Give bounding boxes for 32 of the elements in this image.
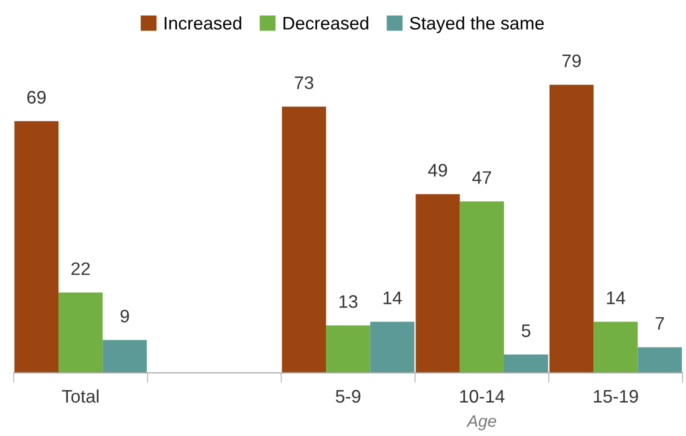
bar [58,292,103,373]
data-label: 69 [27,90,46,104]
data-label: 79 [562,54,581,68]
legend-label: Decreased [284,16,368,30]
bar [416,194,460,373]
bar [14,121,59,373]
data-label: 14 [607,292,626,304]
data-label: 14 [384,292,402,304]
data-label: 7 [656,317,664,330]
data-label: 22 [71,262,90,275]
legend-label: Stayed the same [410,16,544,34]
bar [638,347,682,373]
x-tick-label: Total [62,389,98,403]
legend-label: Increased [164,16,242,30]
bar [102,340,147,373]
data-label: 5 [522,324,530,338]
bar [370,322,414,373]
data-label: 73 [294,76,314,90]
bar [549,84,594,373]
x-tick-label: 15-19 [594,390,638,403]
x-tick-label: 5-9 [336,390,360,403]
data-label: 13 [339,295,358,308]
bar [282,106,326,373]
data-label: 9 [120,310,129,323]
x-axis-title: Age [466,415,496,430]
bar [460,201,504,373]
bar [594,322,638,373]
data-label: 47 [472,171,492,184]
bar [504,354,548,373]
x-tick-label: 10-14 [460,390,504,403]
bar [326,325,370,373]
data-label: 49 [428,164,447,177]
